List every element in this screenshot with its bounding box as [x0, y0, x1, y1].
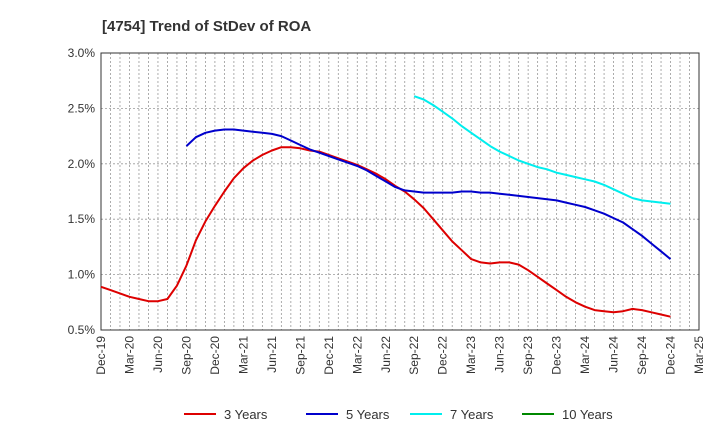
x-tick-label: Jun-20 [151, 336, 165, 373]
x-tick-label: Dec-24 [664, 336, 678, 375]
y-tick-label: 0.5% [68, 323, 96, 337]
x-tick-label: Sep-20 [179, 336, 193, 375]
y-tick-label: 1.0% [68, 268, 96, 282]
legend-label: 7 Years [450, 407, 494, 422]
x-tick-label: Mar-22 [350, 336, 364, 374]
x-tick-label: Mar-23 [464, 336, 478, 374]
y-tick-label: 2.5% [68, 101, 96, 115]
legend-label: 3 Years [224, 407, 268, 422]
series-line-3-years [100, 146, 671, 318]
x-tick-label: Dec-23 [550, 336, 564, 375]
x-tick-label: Mar-21 [236, 336, 250, 374]
x-tick-label: Mar-24 [578, 336, 592, 374]
x-tick-label: Dec-20 [208, 336, 222, 375]
x-tick-label: Sep-22 [407, 336, 421, 375]
x-tick-label: Jun-23 [493, 336, 507, 373]
x-tick-label: Jun-21 [265, 336, 279, 373]
x-tick-label: Sep-24 [635, 336, 649, 375]
series-line-5-years [185, 128, 672, 260]
x-tick-label: Jun-22 [379, 336, 393, 373]
x-tick-label: Dec-22 [436, 336, 450, 375]
chart-legend: 3 Years 5 Years 7 Years 10 Years [184, 407, 613, 422]
chart-title: [4754] Trend of StDev of ROA [102, 18, 311, 35]
x-tick-label: Sep-23 [521, 336, 535, 375]
x-tick-label: Dec-21 [322, 336, 336, 375]
series-line-7-years [413, 95, 671, 205]
plot-background [101, 53, 699, 330]
x-tick-label: Jun-24 [607, 336, 621, 373]
plot-area: 0.5% 1.0% 1.5% 2.0% 2.5% 3.0% Dec-19 Mar-20 Jun-… [68, 46, 706, 375]
x-tick-label: Dec-19 [94, 336, 108, 375]
y-tick-label: 3.0% [68, 46, 96, 60]
plot-frame [100, 52, 700, 331]
x-tick-label: Mar-25 [692, 336, 706, 374]
y-tick-label: 2.0% [68, 157, 96, 171]
legend-label: 5 Years [346, 407, 390, 422]
legend-label: 10 Years [562, 407, 613, 422]
y-tick-label: 1.5% [68, 212, 96, 226]
x-tick-label: Sep-21 [293, 336, 307, 375]
x-tick-label: Mar-20 [122, 336, 136, 374]
